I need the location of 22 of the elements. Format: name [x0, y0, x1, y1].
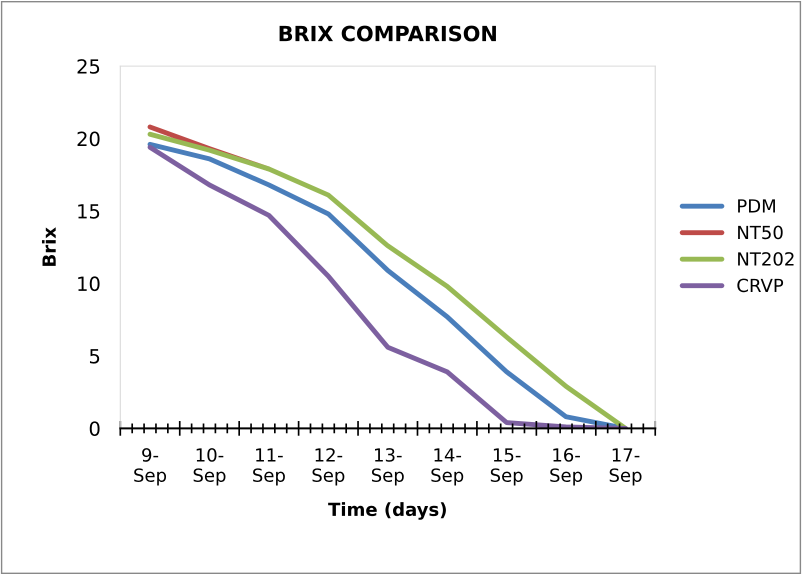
legend-label: CRVP [737, 278, 784, 292]
y-tick-label: 20 [78, 132, 100, 146]
y-axis-title: Brix [42, 227, 56, 266]
x-tick-label: 13-Sep [372, 448, 404, 486]
x-tick-label: 15-Sep [490, 448, 523, 486]
y-tick-label: 5 [90, 349, 100, 364]
legend-label: NT50 [738, 226, 783, 240]
y-tick-label: 0 [90, 421, 100, 436]
y-tick-label: 10 [78, 276, 100, 292]
x-tick-label: 10-Sep [194, 448, 226, 486]
legend-label: NT202 [738, 252, 794, 266]
chart-title: BRIX COMPARISON [280, 26, 496, 42]
legend-label: PDM [738, 199, 775, 212]
x-tick-label: 12-Sep [312, 448, 344, 486]
y-tick-label: 15 [78, 204, 100, 219]
y-tick-label: 25 [78, 59, 100, 74]
x-tick-label: 16-Sep [550, 448, 582, 486]
x-tick-label: 14-Sep [431, 448, 464, 486]
x-tick-label: 9-Sep [134, 448, 166, 486]
x-tick-label: 11-Sep [253, 448, 285, 486]
x-tick-label: 17-Sep [610, 448, 642, 486]
x-axis-title: Time (days) [328, 502, 446, 520]
